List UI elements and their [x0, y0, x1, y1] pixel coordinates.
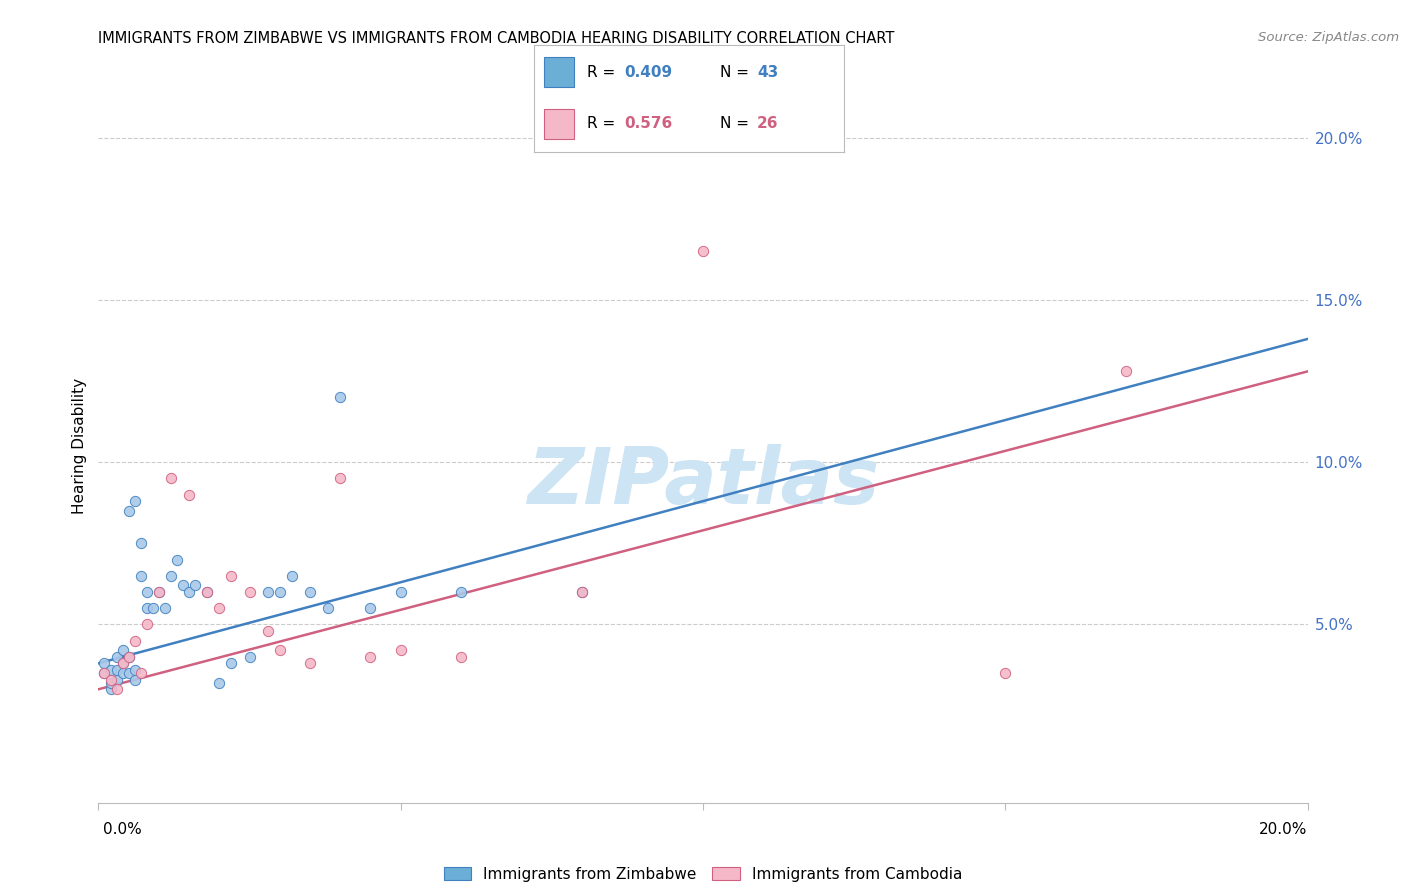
Y-axis label: Hearing Disability: Hearing Disability — [72, 378, 87, 514]
Point — [93, 657, 115, 671]
Point — [124, 673, 146, 687]
Point — [105, 682, 128, 697]
Point — [124, 633, 146, 648]
Point — [100, 682, 122, 697]
Point — [100, 663, 122, 677]
Text: 0.0%: 0.0% — [103, 822, 142, 837]
Text: 0.576: 0.576 — [624, 116, 672, 131]
Point — [450, 649, 472, 664]
Point — [329, 471, 352, 485]
Point — [118, 649, 141, 664]
Point — [105, 673, 128, 687]
Point — [256, 624, 278, 638]
Point — [450, 585, 472, 599]
Bar — [544, 109, 575, 139]
Text: R =: R = — [586, 65, 620, 80]
Text: R =: R = — [586, 116, 620, 131]
Point — [118, 649, 141, 664]
Point — [118, 666, 141, 681]
Point — [239, 585, 262, 599]
Point — [135, 585, 157, 599]
Point — [360, 601, 382, 615]
Point — [129, 568, 152, 582]
Text: IMMIGRANTS FROM ZIMBABWE VS IMMIGRANTS FROM CAMBODIA HEARING DISABILITY CORRELAT: IMMIGRANTS FROM ZIMBABWE VS IMMIGRANTS F… — [98, 31, 894, 46]
Point — [148, 585, 170, 599]
Point — [299, 585, 322, 599]
Point — [135, 601, 157, 615]
Point — [281, 568, 304, 582]
Point — [142, 601, 165, 615]
Point — [208, 675, 231, 690]
Point — [100, 675, 122, 690]
Point — [135, 617, 157, 632]
Point — [105, 663, 128, 677]
Point — [571, 585, 593, 599]
Point — [360, 649, 382, 664]
Point — [111, 657, 134, 671]
Point — [124, 663, 146, 677]
Point — [239, 649, 262, 664]
Point — [129, 666, 152, 681]
Legend: Immigrants from Zimbabwe, Immigrants from Cambodia: Immigrants from Zimbabwe, Immigrants fro… — [437, 861, 969, 888]
Point — [179, 585, 201, 599]
Point — [160, 568, 183, 582]
Point — [389, 585, 412, 599]
Point — [179, 488, 201, 502]
Point — [148, 585, 170, 599]
Point — [100, 673, 122, 687]
Point — [129, 536, 152, 550]
Point — [172, 578, 194, 592]
Point — [160, 471, 183, 485]
Text: N =: N = — [720, 65, 754, 80]
Point — [111, 666, 134, 681]
Text: 26: 26 — [756, 116, 779, 131]
Point — [571, 585, 593, 599]
Point — [1115, 364, 1137, 378]
Point — [184, 578, 207, 592]
Point — [111, 643, 134, 657]
Point — [153, 601, 176, 615]
Point — [221, 568, 243, 582]
Point — [166, 552, 188, 566]
Point — [389, 643, 412, 657]
Point — [269, 643, 291, 657]
Point — [111, 657, 134, 671]
Text: 43: 43 — [756, 65, 779, 80]
Text: N =: N = — [720, 116, 754, 131]
Text: Source: ZipAtlas.com: Source: ZipAtlas.com — [1258, 31, 1399, 45]
Bar — [544, 57, 575, 87]
Point — [221, 657, 243, 671]
Point — [124, 494, 146, 508]
Point — [105, 649, 128, 664]
Point — [994, 666, 1017, 681]
Point — [329, 390, 352, 404]
Point — [256, 585, 278, 599]
Point — [316, 601, 339, 615]
Text: 20.0%: 20.0% — [1260, 822, 1308, 837]
Point — [118, 504, 141, 518]
Point — [93, 666, 115, 681]
Point — [195, 585, 218, 599]
Point — [299, 657, 322, 671]
Point — [195, 585, 218, 599]
Text: 0.409: 0.409 — [624, 65, 672, 80]
Point — [269, 585, 291, 599]
Point — [692, 244, 714, 259]
Point — [93, 666, 115, 681]
Point — [208, 601, 231, 615]
Text: ZIPatlas: ZIPatlas — [527, 443, 879, 520]
